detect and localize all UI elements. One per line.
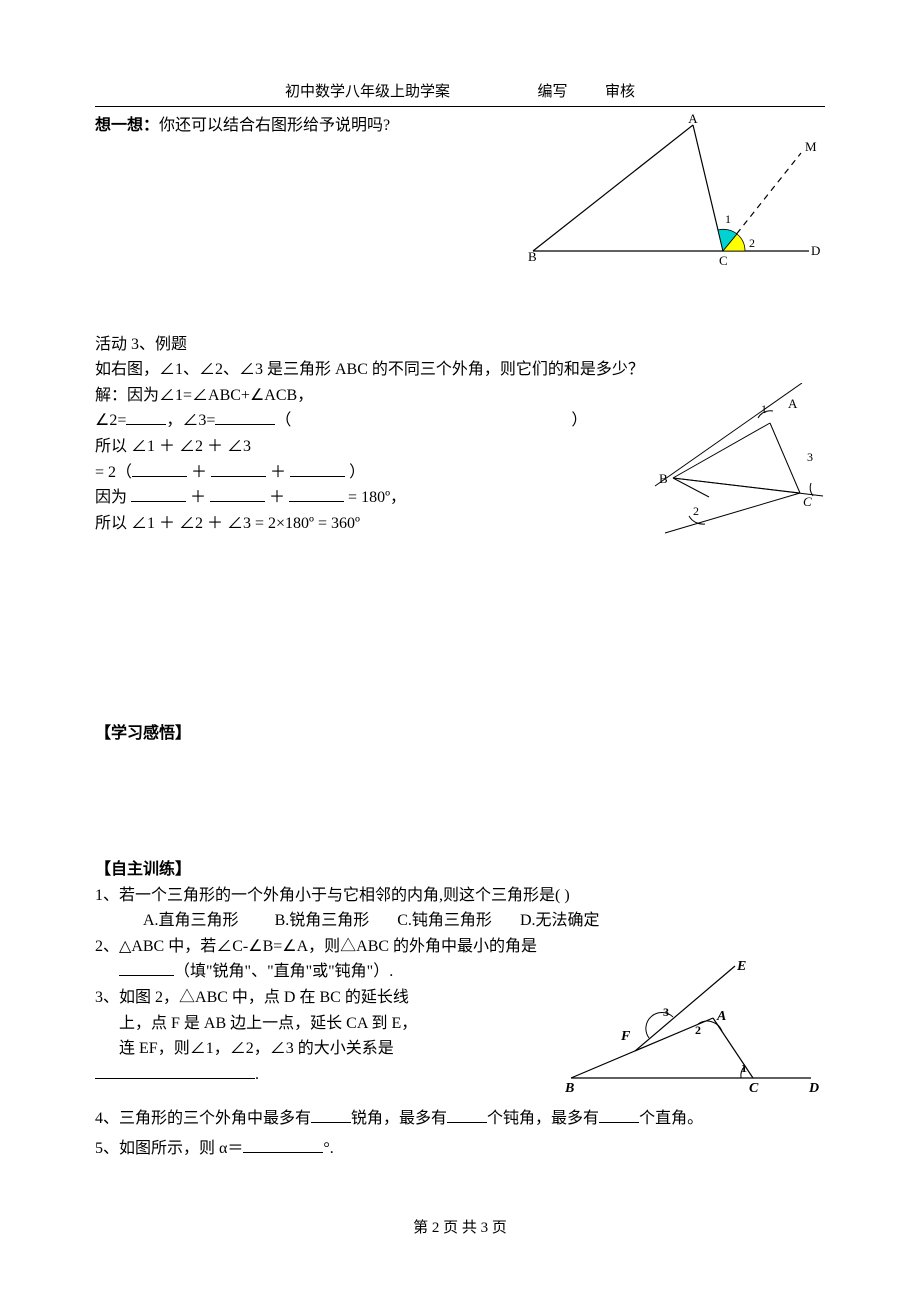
q1-optC: C.钝角三角形 bbox=[397, 912, 492, 929]
fig2-label-B: B bbox=[659, 471, 668, 486]
blank bbox=[175, 1062, 255, 1079]
q1-optB: B.锐角三角形 bbox=[275, 912, 370, 929]
fig1-label-D: D bbox=[811, 243, 820, 258]
header-mid: 编写 bbox=[537, 80, 567, 104]
fig3-label-E: E bbox=[736, 959, 746, 974]
q3-l3: 连 EF，则∠1，∠2，∠3 的大小关系是 bbox=[119, 1036, 565, 1062]
fig3-label-A: A bbox=[716, 1009, 726, 1024]
section-reflect: 【学习感悟】 bbox=[95, 721, 825, 747]
question-4: 4、 三角形的三个外角中最多有锐角，最多有个钝角，最多有个直角。 bbox=[95, 1106, 825, 1132]
activity3-line3: ∠2=，∠3=（） bbox=[95, 408, 635, 434]
question-1: 1、 若一个三角形的一个外角小于与它相邻的内角,则这个三角形是( ) bbox=[95, 883, 825, 909]
activity3-body: 解：因为∠1=∠ABC+∠ACB， ∠2=，∠3=（） 所以 ∠1 ＋ ∠2 ＋… bbox=[95, 383, 825, 552]
blank bbox=[211, 460, 266, 477]
fig1-label-M: M bbox=[805, 139, 817, 154]
blank bbox=[447, 1106, 487, 1123]
activity3-line4: 所以 ∠1 ＋ ∠2 ＋ ∠3 bbox=[95, 434, 635, 460]
q4-a: 三角形的三个外角中最多有 bbox=[119, 1110, 311, 1127]
q2-text-b: （填"锐角"、"直角"或"钝角"）. bbox=[174, 963, 393, 980]
header-right: 审核 bbox=[605, 80, 635, 104]
activity3-line5: = 2（ ＋ ＋ ） bbox=[95, 460, 635, 486]
q2-text-a: △ABC 中，若∠C-∠B=∠A，则△ABC 的外角中最小的角是 bbox=[119, 938, 537, 955]
activity3-line7: 所以 ∠1 ＋ ∠2 ＋ ∠3 = 2×180º = 360º bbox=[95, 511, 635, 537]
q3-l2: 上，点 F 是 AB 边上一点，延长 CA 到 E， bbox=[119, 1011, 565, 1037]
think-row: 想一想：你还可以结合右图形给予说明吗? A B C D bbox=[95, 113, 825, 282]
q3-l1: 如图 2，△ABC 中，点 D 在 BC 的延长线 bbox=[119, 985, 565, 1011]
blank bbox=[243, 1136, 323, 1153]
fig3-label-C: C bbox=[749, 1081, 759, 1096]
blank bbox=[126, 408, 166, 425]
fig2-angle-2: 2 bbox=[693, 504, 699, 518]
fig1-label-B: B bbox=[528, 249, 537, 264]
q2-q3-row: 2、 △ABC 中，若∠C-∠B=∠A，则△ABC 的外角中最小的角是（填"锐角… bbox=[95, 934, 825, 1107]
blank bbox=[119, 959, 174, 976]
q1-optA: A.直角三角形 bbox=[143, 912, 239, 929]
fig3-label-F: F bbox=[620, 1029, 631, 1044]
think-label: 想一想： bbox=[95, 117, 159, 134]
fig2-angle-1: 1 bbox=[761, 402, 767, 416]
blank bbox=[210, 485, 265, 502]
think-text: 你还可以结合右图形给予说明吗? bbox=[159, 117, 390, 134]
q4-b: 锐角，最多有 bbox=[351, 1110, 447, 1127]
q4-c: 个钝角，最多有 bbox=[487, 1110, 599, 1127]
fig1-angle-1: 1 bbox=[725, 212, 731, 226]
q1-choices: A.直角三角形 B.锐角三角形 C.钝角三角形 D.无法确定 bbox=[95, 908, 825, 934]
fig1-angle-2: 2 bbox=[749, 236, 755, 250]
question-2: 2、 △ABC 中，若∠C-∠B=∠A，则△ABC 的外角中最小的角是（填"锐角… bbox=[95, 934, 565, 985]
fig1-label-A: A bbox=[688, 113, 698, 126]
blank bbox=[311, 1106, 351, 1123]
blank bbox=[289, 485, 344, 502]
figure-3: B C D A E F 1 2 3 bbox=[565, 958, 825, 1107]
activity3-line2: 解：因为∠1=∠ABC+∠ACB， bbox=[95, 383, 635, 409]
fig1-label-C: C bbox=[719, 253, 728, 268]
question-5: 5、 如图所示，则 α＝°. bbox=[95, 1136, 825, 1162]
activity3-title: 活动 3、例题 bbox=[95, 332, 825, 358]
blank bbox=[131, 485, 186, 502]
fig3-label-B: B bbox=[565, 1081, 574, 1096]
q4-d: 个直角。 bbox=[639, 1110, 703, 1127]
blank bbox=[599, 1106, 639, 1123]
blank bbox=[95, 1062, 175, 1079]
section-train: 【自主训练】 bbox=[95, 857, 825, 883]
fig3-angle-1: 1 bbox=[741, 1061, 747, 1075]
fig2-label-C: C bbox=[803, 494, 812, 509]
fig2-label-A: A bbox=[788, 396, 798, 411]
blank bbox=[215, 408, 275, 425]
fig2-angle-3: 3 bbox=[807, 450, 813, 464]
q3-l4: . bbox=[255, 1066, 259, 1083]
blank bbox=[132, 460, 187, 477]
question-3: 3、 如图 2，△ABC 中，点 D 在 BC 的延长线 上，点 F 是 AB … bbox=[95, 985, 565, 1062]
header-left: 初中数学八年级上助学案 bbox=[285, 80, 450, 104]
fig3-label-D: D bbox=[808, 1081, 819, 1096]
page-footer: 第 2 页 共 3 页 bbox=[0, 1216, 920, 1240]
q1-text: 若一个三角形的一个外角小于与它相邻的内角,则这个三角形是( ) bbox=[119, 887, 570, 904]
figure-1: A B C D M 1 2 bbox=[525, 113, 825, 282]
q5-b: °. bbox=[323, 1140, 333, 1157]
fig3-angle-3: 3 bbox=[663, 1005, 669, 1019]
figure-2: A B C 1 2 3 bbox=[635, 383, 825, 552]
activity3-line1: 如右图，∠1、∠2、∠3 是三角形 ABC 的不同三个外角，则它们的和是多少？ bbox=[95, 357, 825, 383]
activity3-line6: 因为 ＋ ＋ = 180º， bbox=[95, 485, 635, 511]
fig3-angle-2: 2 bbox=[695, 1023, 701, 1037]
q1-optD: D.无法确定 bbox=[520, 912, 600, 929]
page-header: 初中数学八年级上助学案 编写 审核 bbox=[95, 80, 825, 107]
q5-a: 如图所示，则 α＝ bbox=[119, 1140, 243, 1157]
page: 初中数学八年级上助学案 编写 审核 想一想：你还可以结合右图形给予说明吗? bbox=[0, 0, 920, 1300]
blank bbox=[290, 460, 345, 477]
